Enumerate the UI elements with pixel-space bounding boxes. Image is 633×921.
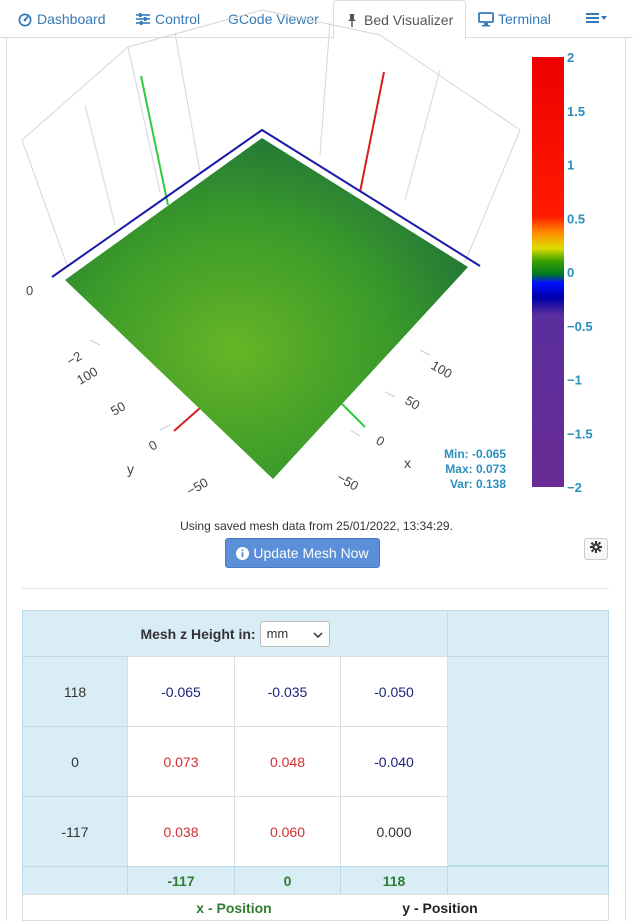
x-tick-label: 0 <box>374 433 388 450</box>
tab-label: Dashboard <box>37 11 106 27</box>
colorscale-bar <box>532 57 564 487</box>
colorscale-tick-label: 0.5 <box>567 211 585 226</box>
x-axis-label: x <box>404 455 411 471</box>
z-tick-label: −2 <box>64 348 84 368</box>
x-row-spacer <box>447 866 609 895</box>
unit-label: Mesh z Height in: <box>140 625 256 642</box>
info-icon <box>236 546 250 560</box>
colorscale-tick-label: 1.5 <box>567 104 585 119</box>
settings-button[interactable] <box>584 538 608 560</box>
dashboard-icon <box>17 11 33 27</box>
y-tick-label: −50 <box>184 475 211 499</box>
x-position-cell: -117 <box>127 866 235 895</box>
mesh-value-cell: -0.065 <box>127 656 235 727</box>
colorscale-tick-label: −1 <box>567 373 582 388</box>
sliders-icon <box>135 11 151 27</box>
update-mesh-label: Update Mesh Now <box>253 545 369 561</box>
tab-label: Terminal <box>498 11 551 27</box>
tab-dashboard[interactable]: Dashboard <box>17 0 106 38</box>
unit-value: mm <box>266 626 289 641</box>
y-position-cell: -117 <box>22 796 128 867</box>
tab-label: Control <box>155 11 201 27</box>
y-position-cell: 118 <box>22 656 128 727</box>
mesh-surface[interactable] <box>65 138 468 479</box>
bed-visualizer-panel <box>6 38 626 921</box>
unit-select[interactable]: mm <box>259 620 330 647</box>
x-tick-label: −50 <box>335 470 362 494</box>
y-tick-label: 50 <box>108 398 128 418</box>
list-menu-icon <box>585 10 609 29</box>
y-tick-label: 0 <box>146 437 160 454</box>
plot-tick-marks <box>89 339 431 437</box>
x-position-label: x - Position <box>196 900 272 916</box>
plot-grid <box>21 9 521 266</box>
axis-legend-row <box>22 894 609 921</box>
x-tick-label: 50 <box>403 393 423 413</box>
mesh-source-note: Using saved mesh data from 25/01/2022, 1… <box>180 519 453 533</box>
colorscale-tick-label: −0.5 <box>567 319 593 334</box>
mesh-3d-plot[interactable]: 0 −2 100 50 0 −50 y 100 50 0 −50 x 2 1.5 1… <box>0 0 633 515</box>
mesh-value-cell: 0.000 <box>340 796 448 867</box>
mesh-value-cell: -0.035 <box>234 656 341 727</box>
mesh-stats: Min: -0.065 Max: 0.073 Var: 0.138 <box>436 447 506 492</box>
nav-tabs: Dashboard Control GCode Viewer Bed Visua… <box>0 0 633 39</box>
plot-axes <box>51 71 481 432</box>
update-mesh-button[interactable]: Update Mesh Now <box>225 538 380 568</box>
corner-cell <box>22 866 128 895</box>
mesh-value-cell: 0.060 <box>234 796 341 867</box>
x-position-cell: 0 <box>234 866 341 895</box>
stat-max: Max: 0.073 <box>445 462 506 476</box>
tab-label: GCode Viewer <box>228 11 319 27</box>
tab-control[interactable]: Control <box>135 0 200 38</box>
mesh-value-cell: 0.073 <box>127 726 235 797</box>
z-tick-label: 0 <box>26 283 33 298</box>
gear-icon <box>590 540 602 558</box>
tab-terminal[interactable]: Terminal <box>478 0 551 38</box>
unit-header: Mesh z Height in: mm <box>22 610 448 657</box>
colorscale-tick-label: 1 <box>567 158 574 173</box>
colorscale-tick-label: 0 <box>567 265 574 280</box>
mesh-value-cell: 0.038 <box>127 796 235 867</box>
stat-var: Var: 0.138 <box>449 477 506 491</box>
tab-gcode-viewer[interactable]: GCode Viewer <box>228 0 319 38</box>
mesh-value-cell: 0.048 <box>234 726 341 797</box>
chevron-down-icon <box>313 626 323 641</box>
y-position-label: y - Position <box>402 900 478 916</box>
colorscale-tick-label: 2 <box>567 50 574 65</box>
monitor-icon <box>478 11 494 27</box>
tab-label: Bed Visualizer <box>364 11 454 28</box>
colorscale-tick-label: −1.5 <box>567 426 593 441</box>
x-position-cell: 118 <box>340 866 448 895</box>
pin-icon <box>344 12 360 28</box>
y-tick-label: 100 <box>74 364 100 388</box>
mesh-value-cell: -0.050 <box>340 656 448 727</box>
table-spacer <box>447 656 609 866</box>
tab-bed-visualizer[interactable]: Bed Visualizer <box>333 0 467 39</box>
x-tick-label: 100 <box>429 358 455 382</box>
y-position-cell: 0 <box>22 726 128 797</box>
stat-min: Min: -0.065 <box>443 447 506 461</box>
mesh-table: Mesh z Height in: mm 118 -0.065 -0.035 -… <box>22 610 609 921</box>
y-axis-label: y <box>127 461 134 477</box>
header-spacer <box>447 610 609 657</box>
colorscale-tick-label: −2 <box>567 480 582 495</box>
mesh-value-cell: -0.040 <box>340 726 448 797</box>
overflow-menu-button[interactable] <box>585 0 609 38</box>
divider <box>22 588 609 589</box>
